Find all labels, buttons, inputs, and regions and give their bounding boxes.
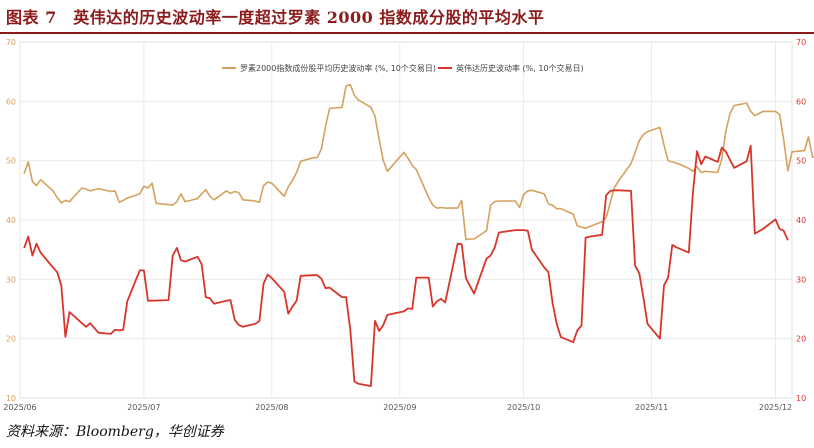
left-tick-label: 50 [6,157,16,166]
y-gridlines [20,100,792,340]
right-axis-ticks: 10 20 30 40 50 60 70 [796,38,806,403]
right-tick-label: 10 [796,394,806,403]
figure-title: 图表 7 英伟达的历史波动率一度超过罗素 2000 指数成分股的平均水平 [6,8,545,27]
legend: 罗素2000指数成份股平均历史波动率 (%, 10个交易日) 英伟达历史波动率 (… [222,63,584,73]
x-tick-label: 2025/11 [635,403,668,412]
x-tick-label: 2025/09 [383,403,416,412]
left-tick-label: 10 [6,394,16,403]
x-tick-label: 2025/07 [127,403,160,412]
legend-label-1: 罗素2000指数成份股平均历史波动率 (%, 10个交易日) [240,63,436,73]
right-tick-label: 20 [796,335,806,344]
series-lines [23,83,814,388]
series-line-2 [23,144,789,388]
left-tick-label: 20 [6,335,16,344]
x-tick-label: 2025/08 [255,403,288,412]
source-note: 资料来源：Bloomberg，华创证券 [6,424,224,440]
left-tick-label: 30 [6,275,16,284]
legend-label-2: 英伟达历史波动率 (%, 10个交易日) [456,63,584,73]
x-tick-label: 2025/06 [3,403,36,412]
left-tick-label: 60 [6,97,16,106]
x-tick-label: 2025/10 [507,403,540,412]
left-tick-label: 40 [6,216,16,225]
left-tick-label: 70 [6,38,16,47]
right-tick-label: 50 [796,157,806,166]
left-axis-ticks: 10 20 30 40 50 60 70 [6,38,16,403]
right-tick-label: 60 [796,97,806,106]
right-tick-label: 70 [796,38,806,47]
x-axis-ticks: 2025/06 2025/07 2025/08 2025/09 2025/10 2025/… [3,403,792,412]
x-tick-label: 2025/12 [759,403,792,412]
title-rule [0,32,814,34]
right-tick-label: 30 [796,275,806,284]
series-line-1 [23,83,814,241]
right-tick-label: 40 [796,216,806,225]
